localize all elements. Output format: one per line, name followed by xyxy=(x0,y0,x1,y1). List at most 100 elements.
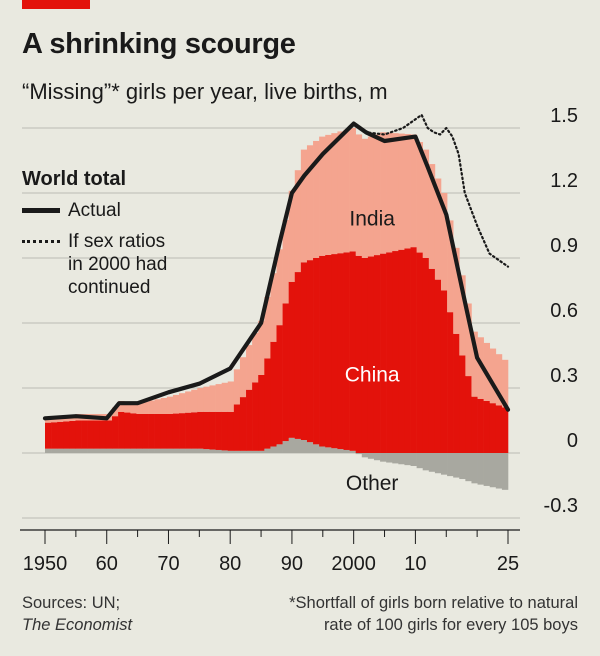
other-bar xyxy=(166,448,174,453)
india-bar xyxy=(124,401,131,413)
india-bar xyxy=(501,359,509,408)
legend-label-counterfactual-2: in 2000 had xyxy=(68,254,168,275)
other-bar xyxy=(495,453,503,489)
other-bar xyxy=(185,448,192,453)
india-bar xyxy=(160,397,168,414)
china-bar xyxy=(300,262,308,440)
india-bar xyxy=(349,127,356,252)
other-bar xyxy=(160,448,168,453)
china-bar xyxy=(264,358,271,449)
footnote: *Shortfall of girls born relative to nat… xyxy=(289,592,578,636)
china-bar xyxy=(440,290,448,453)
india-bar xyxy=(495,354,503,406)
china-bar xyxy=(373,255,381,453)
other-bar xyxy=(282,441,289,453)
other-bar xyxy=(447,453,454,477)
india-bar xyxy=(428,164,436,269)
india-bar xyxy=(270,273,277,342)
chart-title: A shrinking scourge xyxy=(22,28,296,60)
india-bar xyxy=(130,402,137,414)
other-bar xyxy=(325,447,332,453)
india-bar xyxy=(380,132,387,254)
india-bar xyxy=(142,401,149,414)
china-bar xyxy=(447,312,454,453)
china-bar xyxy=(93,420,101,449)
other-bar xyxy=(294,438,302,453)
china-bar xyxy=(215,411,222,450)
other-bar xyxy=(252,450,259,453)
other-bar xyxy=(386,453,393,463)
china-bar xyxy=(209,411,216,450)
other-bar xyxy=(288,437,296,453)
other-bar xyxy=(313,444,320,453)
india-bar xyxy=(264,296,271,359)
other-bar xyxy=(337,449,344,453)
china-bar xyxy=(361,257,369,453)
other-bar xyxy=(87,448,95,453)
india-bar xyxy=(209,385,216,412)
china-bar xyxy=(87,420,95,449)
other-bar xyxy=(191,448,198,453)
china-bar xyxy=(160,413,168,449)
china-bar xyxy=(258,374,265,451)
other-bar xyxy=(203,449,210,453)
y-tick-label: 0.6 xyxy=(550,300,578,322)
legend-label-counterfactual-3: continued xyxy=(68,277,151,298)
brand-tab xyxy=(22,0,90,9)
india-bar xyxy=(300,149,308,263)
china-bar xyxy=(221,411,229,451)
india-bar xyxy=(239,357,247,398)
china-bar xyxy=(81,420,88,449)
other-bar xyxy=(404,453,411,466)
china-bar xyxy=(118,411,125,449)
india-bar xyxy=(45,418,52,423)
x-tick-label: 10 xyxy=(404,553,426,575)
china-bar xyxy=(453,333,460,453)
china-bar xyxy=(434,279,442,453)
china-bar xyxy=(410,247,417,453)
india-bar xyxy=(166,396,174,414)
other-bar xyxy=(63,448,70,453)
china-bar xyxy=(495,405,503,453)
india-bar xyxy=(294,170,302,273)
china-bar xyxy=(428,268,436,453)
china-bar xyxy=(63,421,70,449)
x-tick-label: 70 xyxy=(157,553,179,575)
counterfactual-line xyxy=(352,113,510,268)
china-bar xyxy=(306,260,314,443)
other-bar xyxy=(264,448,271,453)
india-bar xyxy=(227,381,235,412)
india-bar xyxy=(453,247,460,334)
other-bar xyxy=(270,446,277,453)
other-bar xyxy=(392,453,399,464)
other-bar xyxy=(105,448,113,453)
other-bar xyxy=(410,453,417,467)
china-bar xyxy=(477,398,484,453)
other-bar xyxy=(99,448,107,453)
china-bar xyxy=(501,407,509,453)
india-bar xyxy=(112,407,119,417)
y-tick-label: 0.9 xyxy=(550,235,578,257)
other-bar xyxy=(45,448,52,453)
other-bar xyxy=(69,448,76,453)
china-bar xyxy=(99,420,107,449)
china-bar xyxy=(148,413,155,449)
india-bar xyxy=(136,403,143,414)
other-bar xyxy=(118,448,125,453)
other-bar xyxy=(246,450,253,453)
legend-title: World total xyxy=(22,168,127,190)
india-bar xyxy=(331,133,338,255)
other-bar xyxy=(233,450,241,453)
china-bar xyxy=(367,256,375,453)
india-bar xyxy=(154,399,162,414)
other-bar xyxy=(349,450,356,453)
india-bar xyxy=(373,134,381,256)
other-bar xyxy=(148,448,155,453)
other-bar xyxy=(154,448,162,453)
china-bar xyxy=(166,413,174,449)
other-bar xyxy=(380,453,387,462)
other-bar xyxy=(453,453,460,478)
india-bar xyxy=(343,129,350,253)
china-bar xyxy=(465,376,472,453)
